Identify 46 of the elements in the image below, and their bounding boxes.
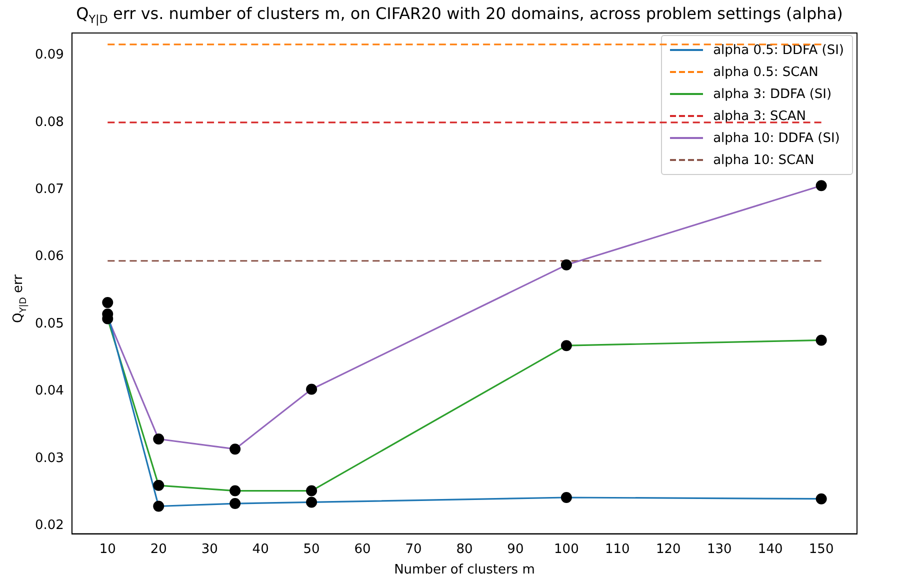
y-tick-label: 0.03 xyxy=(34,450,64,466)
x-tick-label: 30 xyxy=(201,542,218,557)
point xyxy=(153,500,164,512)
x-tick-label: 70 xyxy=(405,542,422,557)
point xyxy=(230,498,241,510)
point xyxy=(816,493,827,504)
point xyxy=(560,340,572,352)
y-tick-label: 0.09 xyxy=(34,48,64,63)
x-tick-label: 90 xyxy=(507,542,524,557)
point xyxy=(560,259,572,270)
point xyxy=(560,492,572,503)
point xyxy=(230,485,241,496)
y-tick-label: 0.08 xyxy=(34,114,64,130)
legend-label: alpha 3: SCAN xyxy=(713,108,806,124)
y-tick-label: 0.04 xyxy=(34,384,64,399)
x-tick-label: 50 xyxy=(303,542,320,557)
x-tick-label: 120 xyxy=(656,542,681,557)
point xyxy=(230,444,241,455)
x-tick-label: 80 xyxy=(456,542,473,557)
point xyxy=(306,496,318,508)
legend-label: alpha 10: SCAN xyxy=(713,152,814,168)
point xyxy=(306,384,318,395)
y-tick-label: 0.07 xyxy=(34,182,64,197)
x-tick-label: 60 xyxy=(354,542,371,557)
legend-label: alpha 0.5: SCAN xyxy=(713,64,818,80)
point xyxy=(816,334,827,346)
x-tick-label: 110 xyxy=(604,542,630,557)
legend-label: alpha 3: DDFA (SI) xyxy=(713,86,832,102)
point xyxy=(153,434,164,445)
point xyxy=(816,180,827,192)
x-tick-label: 20 xyxy=(150,542,167,557)
x-tick-label: 100 xyxy=(554,542,579,557)
x-tick-label: 150 xyxy=(808,542,834,557)
point xyxy=(306,485,318,496)
legend-label: alpha 10: DDFA (SI) xyxy=(713,130,840,146)
y-tick-label: 0.06 xyxy=(34,249,64,264)
x-tick-label: 130 xyxy=(706,542,732,557)
point xyxy=(102,297,114,308)
chart-title: Q$_{Y|D}$ err vs. number of clusters m, on CIFAR20 with 20 domains, across problem settings (alpha) xyxy=(75,4,844,26)
y-tick-label: 0.05 xyxy=(34,316,64,332)
y-tick-label: 0.02 xyxy=(34,518,64,534)
x-tick-label: 140 xyxy=(758,542,783,557)
x-tick-label: 40 xyxy=(252,542,269,557)
point xyxy=(153,480,164,491)
x-tick-label: 10 xyxy=(99,542,116,557)
x-axis-title: Number of clusters m xyxy=(394,562,535,578)
